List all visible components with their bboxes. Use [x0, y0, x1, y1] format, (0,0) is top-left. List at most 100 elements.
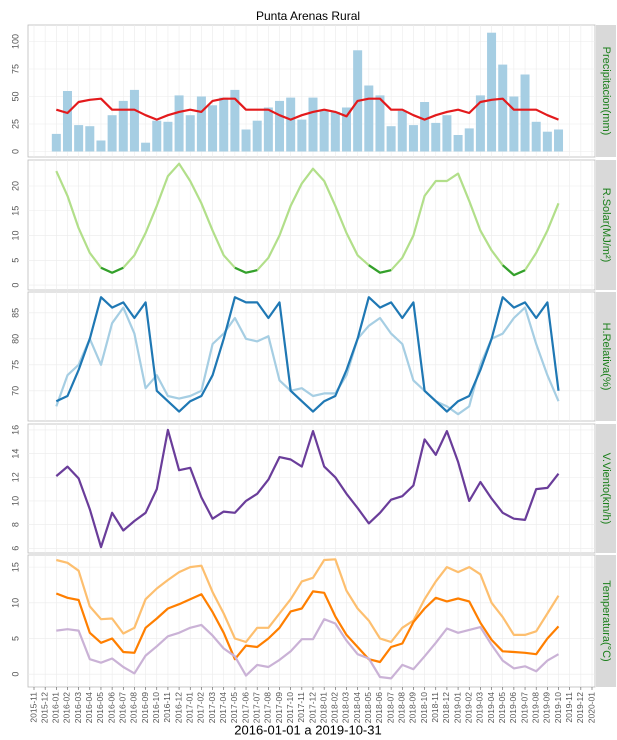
bar: [196, 96, 206, 152]
y-tick-label: 10: [10, 598, 20, 608]
strip-label: Temperatura(°C): [600, 580, 612, 661]
x-tick-label: 2016-05: [95, 692, 105, 723]
strip: [596, 160, 616, 290]
x-tick-label: 2018-03: [341, 692, 351, 723]
x-tick-label: 2017-05: [229, 692, 239, 723]
bar: [275, 100, 285, 152]
x-tick-label: 2017-06: [240, 692, 250, 723]
bar: [174, 95, 184, 152]
x-tick-label: 2016-10: [151, 692, 161, 723]
bar: [241, 129, 251, 152]
bar: [542, 131, 552, 152]
bar: [487, 32, 497, 152]
bar: [297, 119, 307, 152]
bar: [386, 126, 396, 152]
x-tick-label: 2016-08: [129, 692, 139, 723]
strip-label: R.Solar(MJ/m²): [600, 188, 612, 263]
line: [55, 162, 560, 277]
x-tick-label: 2017-11: [296, 692, 306, 723]
x-tick-label: 2017-12: [307, 692, 317, 723]
x-tick-label: 2016-02: [62, 692, 72, 723]
line: [100, 264, 526, 277]
bar: [554, 129, 564, 152]
y-tick-label: 85: [10, 308, 20, 318]
x-tick-label: 2016-12: [173, 692, 183, 723]
bar: [431, 122, 441, 152]
bar: [230, 89, 240, 152]
line: [55, 296, 560, 413]
x-tick-label: 2017-07: [251, 692, 261, 723]
x-axis-label: 2016-01-01 a 2019-10-31: [234, 722, 381, 737]
bar: [107, 115, 117, 152]
strip: [596, 292, 616, 421]
y-tick-label: 10: [10, 231, 20, 241]
y-tick-label: 75: [10, 360, 20, 370]
x-tick-label: 2019-12: [575, 692, 585, 723]
x-tick-label: 2016-04: [84, 692, 94, 723]
line: [55, 590, 560, 664]
bar: [464, 128, 474, 152]
x-tick-label: 2019-03: [475, 692, 485, 723]
bar: [163, 121, 173, 152]
x-tick-label: 2018-09: [408, 692, 418, 723]
strip: [596, 555, 616, 687]
y-tick-label: 6: [10, 546, 20, 551]
x-tick-label: 2020-01: [586, 692, 596, 723]
bar: [420, 102, 430, 152]
bar: [341, 107, 351, 152]
x-tick-label: 2018-05: [363, 692, 373, 723]
x-tick-label: 2019-09: [542, 692, 552, 723]
y-tick-label: 100: [10, 34, 20, 49]
x-tick-label: 2018-04: [352, 692, 362, 723]
bar: [219, 97, 229, 152]
bar: [498, 64, 508, 152]
x-tick-label: 2016-09: [140, 692, 150, 723]
bar: [129, 89, 139, 152]
x-tick-label: 2019-05: [497, 692, 507, 723]
y-tick-label: 16: [10, 425, 20, 435]
x-tick-label: 2019-11: [564, 692, 574, 723]
line: [56, 558, 560, 644]
bar: [51, 133, 61, 152]
line: [55, 428, 560, 549]
bar: [62, 91, 72, 152]
panel-background: [27, 554, 596, 688]
x-tick-label: 2016-01: [51, 692, 61, 723]
x-tick-label: 2018-11: [430, 692, 440, 723]
bar: [442, 115, 452, 152]
x-tick-label: 2015-11: [28, 692, 38, 723]
y-tick-label: 10: [10, 496, 20, 506]
bar: [475, 95, 485, 152]
bar: [330, 111, 340, 152]
strip-label: H.Relativa(%): [600, 323, 612, 391]
bar: [118, 100, 128, 152]
bar: [96, 140, 106, 152]
y-tick-label: 50: [10, 91, 20, 101]
x-tick-label: 2019-10: [553, 692, 563, 723]
bar: [408, 125, 418, 152]
panel-background: [27, 291, 596, 422]
bar: [152, 120, 162, 152]
x-tick-label: 2019-02: [463, 692, 473, 723]
x-tick-label: 2019-07: [519, 692, 529, 723]
x-tick-label: 2018-02: [330, 692, 340, 723]
y-tick-label: 80: [10, 334, 20, 344]
bar: [185, 115, 195, 152]
x-tick-label: 2017-01: [184, 692, 194, 723]
bar: [286, 97, 296, 152]
x-tick-label: 2019-04: [486, 692, 496, 723]
y-tick-label: 20: [10, 181, 20, 191]
x-tick-label: 2016-03: [73, 692, 83, 723]
x-tick-label: 2017-08: [263, 692, 273, 723]
y-tick-label: 5: [10, 258, 20, 263]
x-tick-label: 2019-01: [452, 692, 462, 723]
x-tick-label: 2018-10: [419, 692, 429, 723]
bar: [74, 125, 84, 152]
y-tick-label: 0: [10, 149, 20, 154]
y-tick-label: 12: [10, 472, 20, 482]
x-tick-label: 2017-04: [218, 692, 228, 723]
bar: [397, 110, 407, 152]
y-tick-label: 0: [10, 283, 20, 288]
bar: [520, 74, 530, 152]
